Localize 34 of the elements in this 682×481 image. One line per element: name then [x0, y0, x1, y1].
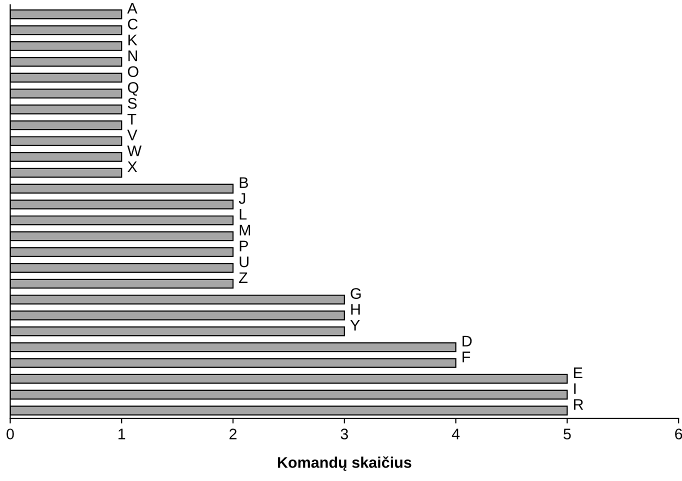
- y-tick-label: A: [127, 3, 138, 14]
- y-tick-label: S: [128, 98, 137, 109]
- y-tick-label: L: [240, 209, 247, 220]
- y-tick-label: H: [351, 304, 360, 315]
- x-tick-label: 5: [564, 428, 571, 440]
- y-tick-label: T: [128, 114, 136, 124]
- x-tick-label: 1: [118, 428, 126, 440]
- x-tick-label: 2: [230, 428, 236, 440]
- y-tick-label: F: [462, 352, 470, 362]
- x-tick-label: 3: [340, 428, 348, 440]
- y-tick-label: G: [350, 288, 361, 299]
- x-axis-title: Komandų skaičius: [278, 456, 412, 471]
- y-tick-label: U: [240, 256, 248, 268]
- y-tick-label: V: [127, 130, 138, 140]
- y-tick-label: J: [238, 193, 246, 204]
- y-tick-label: X: [128, 161, 138, 172]
- y-tick-label: K: [128, 34, 138, 46]
- y-tick-label: B: [240, 177, 248, 188]
- y-tick-label: O: [128, 66, 138, 78]
- y-tick-label: N: [128, 50, 137, 62]
- x-tick-label: 0: [6, 428, 14, 440]
- y-tick-label: E: [574, 368, 582, 378]
- y-tick-label: Z: [239, 272, 248, 283]
- x-tick-label: 4: [452, 428, 460, 440]
- x-tick-label: 6: [675, 428, 682, 440]
- y-tick-label: I: [574, 383, 576, 394]
- y-tick-label: M: [240, 224, 250, 236]
- y-tick-label: W: [127, 146, 142, 156]
- y-tick-label: D: [462, 336, 472, 346]
- y-tick-label: P: [240, 240, 248, 252]
- y-tick-label: Q: [128, 82, 138, 96]
- y-tick-label: Y: [350, 320, 360, 330]
- y-tick-label: C: [128, 18, 138, 30]
- y-tick-label: R: [574, 399, 584, 410]
